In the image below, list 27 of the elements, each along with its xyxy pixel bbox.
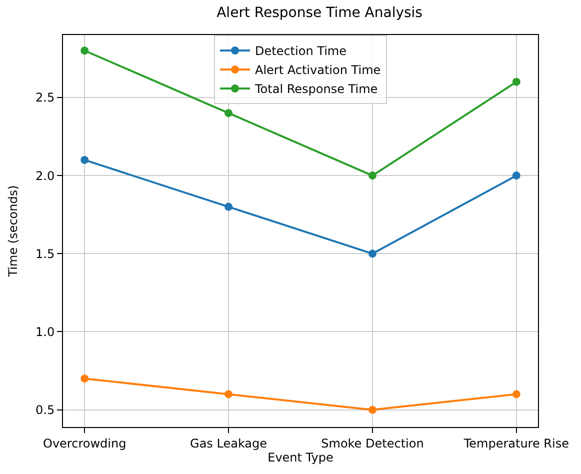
point bbox=[80, 46, 89, 55]
y-tick-label: 2.5 bbox=[36, 90, 55, 105]
point bbox=[512, 172, 520, 180]
x-tick-label: Temperature Rise bbox=[462, 436, 569, 450]
legend-label: Alert Activation Time bbox=[255, 63, 381, 78]
x-tick-label: Overcrowding bbox=[42, 436, 126, 450]
point bbox=[80, 156, 89, 164]
point bbox=[368, 406, 376, 414]
legend-label: Total Response Time bbox=[254, 82, 378, 96]
point bbox=[224, 109, 233, 118]
point bbox=[512, 78, 520, 86]
legend-label: Detection Time bbox=[255, 44, 346, 58]
y-tick-label: 1.0 bbox=[36, 324, 55, 339]
y-tick-label: 0.5 bbox=[36, 403, 55, 418]
x-axis-title: Event Type bbox=[268, 450, 334, 464]
point bbox=[368, 250, 376, 258]
y-axis-title: Time (seconds) bbox=[6, 185, 20, 278]
chart-title: Alert Response Time Analysis bbox=[216, 4, 422, 21]
point bbox=[512, 390, 520, 398]
point bbox=[224, 202, 233, 211]
y-tick-label: 2.0 bbox=[36, 168, 55, 183]
point bbox=[224, 390, 233, 398]
x-tick-label: Smoke Detection bbox=[321, 436, 424, 450]
x-tick-label: Gas Leakage bbox=[190, 436, 268, 450]
point bbox=[368, 172, 376, 180]
y-tick-label: 1.5 bbox=[36, 246, 55, 261]
point bbox=[80, 374, 89, 383]
